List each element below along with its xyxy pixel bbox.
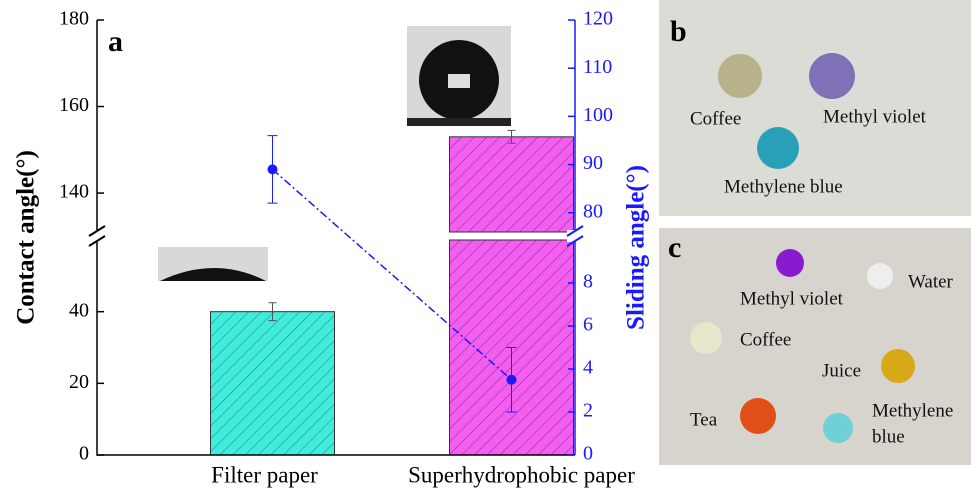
point: [268, 164, 278, 174]
bar: [211, 312, 335, 455]
y2-tick-label: 90: [583, 152, 603, 174]
y2-tick-label: 8: [583, 271, 593, 293]
y-tick-label: 160: [59, 94, 89, 116]
y2-tick-label: 4: [583, 357, 593, 379]
photo-label: Tea: [690, 409, 718, 430]
page: {"chart_data": {"type": "bar", "panel_la…: [0, 0, 971, 493]
photo-label: Juice: [822, 360, 861, 381]
figure: 0 20 40 140 160 180 0 2 4 6 8 80 90 100 110 120 Filter p…: [0, 0, 971, 493]
photo-label: Methyl violet: [823, 106, 927, 127]
x-tick-label: Superhydrophobic paper: [408, 462, 635, 487]
photo-label: Methyl violet: [740, 288, 844, 309]
panel-letter: a: [108, 25, 123, 58]
y-tick-label: 0: [79, 443, 89, 465]
photo-label: Water: [908, 271, 954, 292]
photo-label: Coffee: [740, 329, 791, 350]
y2-tick-label: 6: [583, 314, 593, 336]
axis-break-gap: [98, 233, 574, 239]
y-axis-label: Contact angle(°): [13, 150, 40, 325]
y-tick-label: 20: [69, 371, 89, 393]
y2-tick-label: 2: [583, 400, 593, 422]
photo-label: Coffee: [690, 108, 741, 129]
x-tick-label: Filter paper: [211, 462, 318, 487]
y2-tick-label: 0: [583, 443, 593, 465]
y-tick-label: 180: [59, 8, 89, 30]
chart-a: 0 20 40 140 160 180 0 2 4 6 8 80 90 100 110 120 Filter p…: [13, 8, 650, 488]
y-tick-label: 140: [59, 181, 89, 203]
point: [507, 375, 517, 385]
panel-letter: c: [668, 231, 681, 264]
y2-tick-label: 80: [583, 200, 603, 222]
bar: [450, 137, 574, 232]
photo-label: Methylene: [872, 400, 953, 421]
panel-b: b Coffee Methyl violet Methylene blue: [659, 0, 971, 216]
inset-super: [407, 26, 511, 126]
y2-tick-label: 110: [583, 56, 612, 78]
inset-filter: [158, 247, 268, 281]
panel-c: c Methyl violet Water Coffee Juice Tea M…: [659, 228, 971, 465]
y2-axis-label: Sliding angle(°): [623, 165, 650, 330]
y-tick-label: 40: [69, 299, 89, 321]
panel-letter: b: [670, 15, 687, 48]
y2-tick-label: 100: [583, 104, 613, 126]
photo-label: Methylene blue: [724, 176, 843, 197]
y2-tick-label: 120: [583, 8, 613, 30]
photo-label: blue: [872, 426, 905, 447]
